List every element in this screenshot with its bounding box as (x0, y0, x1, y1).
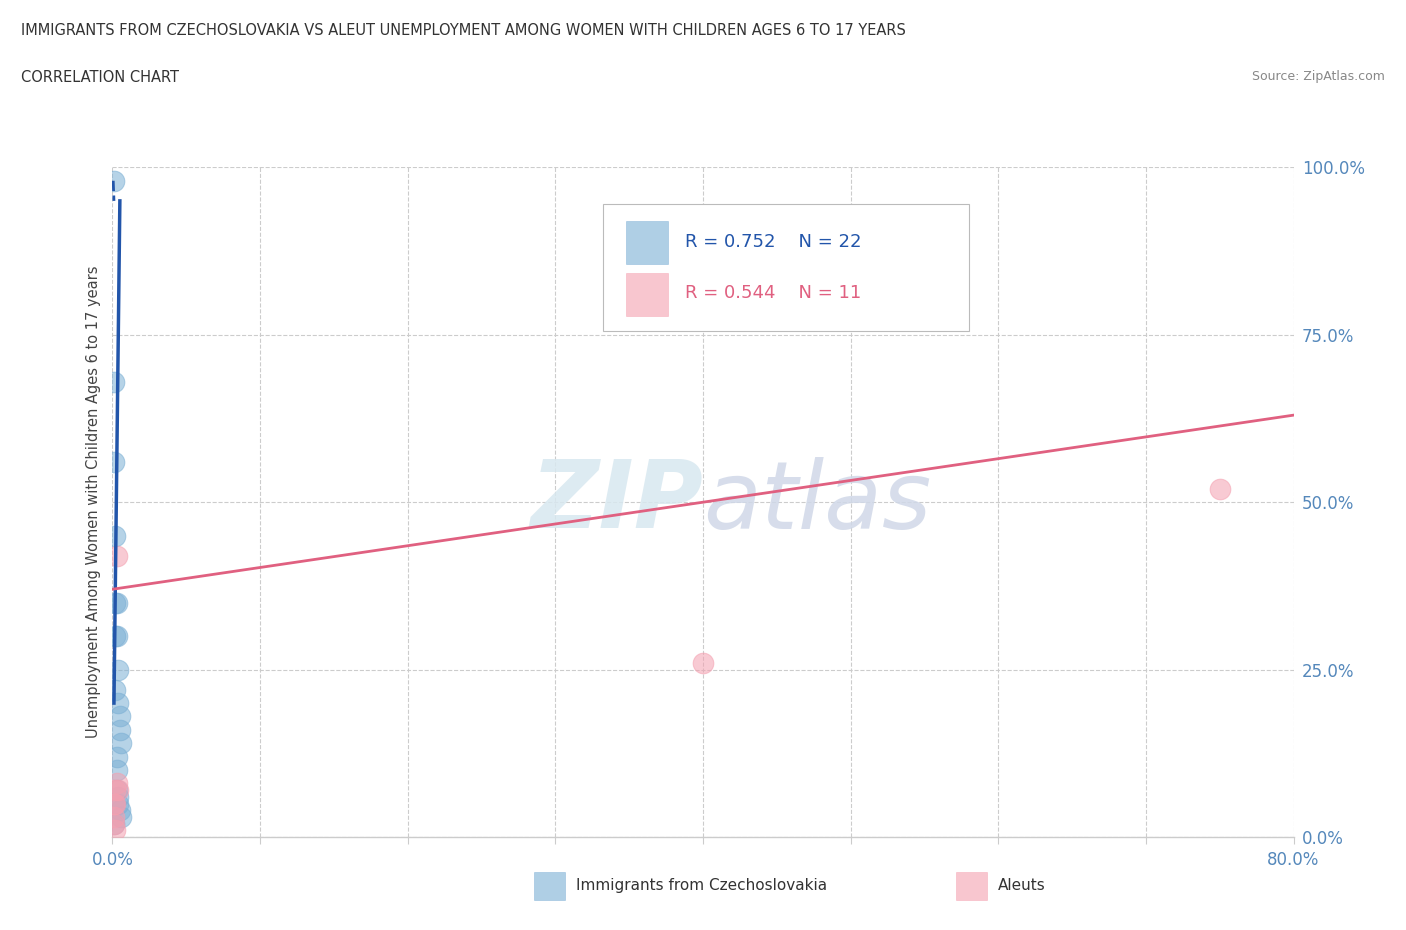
Text: R = 0.544    N = 11: R = 0.544 N = 11 (685, 285, 862, 302)
Point (105, 783, 128, 798)
Point (103, 173, 125, 188)
Y-axis label: Unemployment Among Women with Children Ages 6 to 17 years: Unemployment Among Women with Children A… (86, 266, 101, 738)
Point (108, 803, 131, 817)
Bar (626, 221, 668, 264)
Point (104, 796, 127, 811)
Text: Source: ZipAtlas.com: Source: ZipAtlas.com (1251, 70, 1385, 83)
Point (103, 374, 125, 389)
FancyBboxPatch shape (603, 205, 969, 331)
Point (104, 683, 127, 698)
Text: R = 0.752    N = 22: R = 0.752 N = 22 (685, 233, 862, 251)
Point (103, 455, 125, 470)
Point (103, 809, 125, 824)
Text: ZIP: ZIP (530, 457, 703, 548)
Point (105, 763, 128, 777)
Point (103, 796, 125, 811)
Text: Immigrants from Czechoslovakia: Immigrants from Czechoslovakia (576, 878, 828, 893)
Point (103, 817, 125, 831)
Point (110, 809, 132, 824)
Point (107, 662, 129, 677)
Point (1208, 482, 1232, 497)
Point (108, 723, 131, 737)
Point (110, 736, 132, 751)
Point (104, 629, 127, 644)
Point (103, 817, 125, 831)
Point (107, 696, 129, 711)
Point (105, 750, 128, 764)
Point (692, 656, 714, 671)
Point (105, 776, 128, 790)
Point (104, 595, 127, 610)
Text: IMMIGRANTS FROM CZECHOSLOVAKIA VS ALEUT UNEMPLOYMENT AMONG WOMEN WITH CHILDREN A: IMMIGRANTS FROM CZECHOSLOVAKIA VS ALEUT … (21, 23, 905, 38)
Point (104, 783, 127, 798)
Point (108, 709, 131, 724)
Point (107, 783, 129, 798)
Text: CORRELATION CHART: CORRELATION CHART (21, 70, 179, 85)
Text: Aleuts: Aleuts (998, 878, 1046, 893)
Point (107, 796, 129, 811)
Point (104, 823, 127, 838)
Point (104, 528, 127, 543)
Point (105, 549, 128, 564)
Point (105, 595, 128, 610)
Text: atlas: atlas (703, 457, 931, 548)
Point (105, 629, 128, 644)
Bar (626, 272, 668, 316)
Point (107, 790, 129, 804)
